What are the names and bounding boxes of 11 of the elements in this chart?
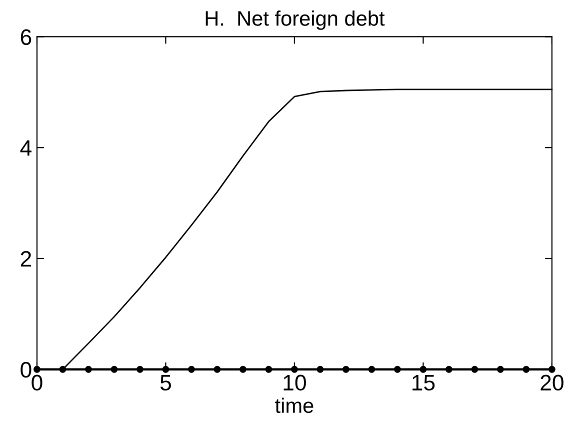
x-tick-label: 0 [32, 374, 42, 391]
x-tick-label: 10 [284, 374, 306, 391]
y-tick-label: 4 [20, 140, 32, 156]
x-tick-label: 5 [160, 375, 171, 391]
x-axis-title: time [275, 398, 314, 414]
y-tick-label: 6 [20, 29, 32, 45]
chart-title: H. Net foreign debt [206, 10, 385, 30]
x-tick-label: 20 [540, 374, 564, 391]
y-tick-label: 2 [20, 251, 32, 267]
x-tick-label: 15 [412, 375, 435, 391]
y-tick-label: 0 [20, 362, 32, 378]
